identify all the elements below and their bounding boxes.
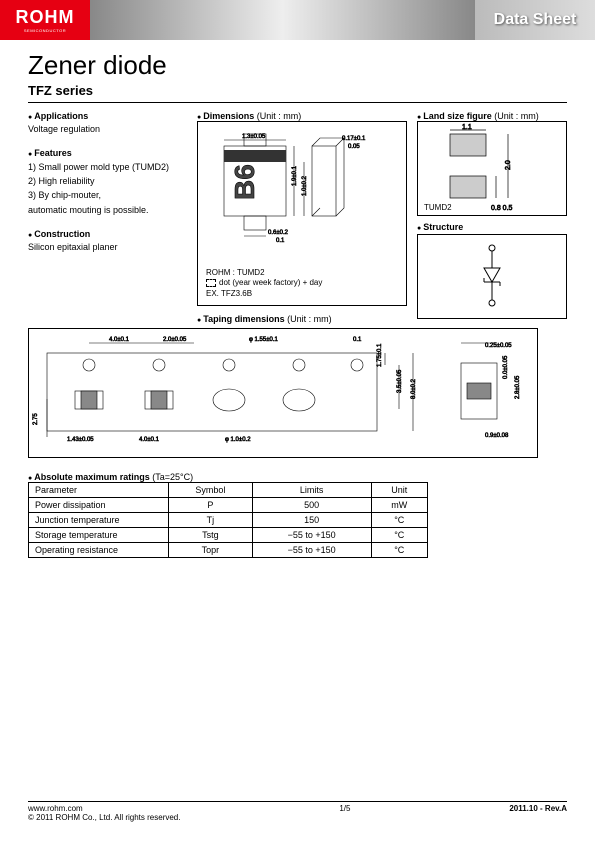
svg-text:2.75: 2.75 xyxy=(33,413,39,425)
table-header: Symbol xyxy=(169,483,253,498)
ratings-table: Parameter Symbol Limits Unit Power dissi… xyxy=(28,482,428,558)
table-row: Storage temperatureTstg−55 to +150°C xyxy=(29,528,428,543)
svg-text:1.1: 1.1 xyxy=(462,124,472,131)
example-part: EX. TFZ3.6B xyxy=(206,289,322,299)
svg-text:0.8 0.5: 0.8 0.5 xyxy=(491,205,513,212)
datasheet-label: Data Sheet xyxy=(475,0,595,40)
svg-text:2.0±0.05: 2.0±0.05 xyxy=(163,337,187,343)
table-header: Parameter xyxy=(29,483,169,498)
svg-text:φ 1.0±0.2: φ 1.0±0.2 xyxy=(225,437,251,443)
dimensions-heading: Dimensions (Unit : mm) xyxy=(197,111,407,121)
feature-item: 2) High reliability xyxy=(28,174,187,188)
svg-text:1.0±0.2: 1.0±0.2 xyxy=(302,175,308,196)
package-brand: ROHM : TUMD2 xyxy=(206,268,322,278)
svg-text:8.0±0.2: 8.0±0.2 xyxy=(411,378,417,399)
page-footer: www.rohm.com © 2011 ROHM Co., Ltd. All r… xyxy=(28,801,567,822)
svg-text:0.1: 0.1 xyxy=(276,238,285,244)
svg-text:0.6±0.2: 0.6±0.2 xyxy=(268,230,289,236)
header-bar: Data Sheet xyxy=(90,0,595,40)
logo-subtext: SEMICONDUCTOR xyxy=(24,28,66,33)
svg-text:2.8±0.05: 2.8±0.05 xyxy=(515,375,521,399)
structure-drawing xyxy=(417,234,567,319)
title-rule xyxy=(28,102,567,103)
svg-text:2.0: 2.0 xyxy=(505,160,512,170)
features-heading: Features xyxy=(28,148,187,158)
table-row: Power dissipationP500mW xyxy=(29,498,428,513)
structure-heading: Structure xyxy=(417,222,567,232)
svg-text:0.1: 0.1 xyxy=(353,337,362,343)
svg-text:0.17±0.1: 0.17±0.1 xyxy=(342,136,366,142)
series-subtitle: TFZ series xyxy=(28,83,567,98)
page-header: ROHM SEMICONDUCTOR Data Sheet xyxy=(0,0,595,40)
feature-item: 3) By chip-mouter, xyxy=(28,188,187,202)
land-label: TUMD2 xyxy=(424,203,452,212)
dimensions-drawing: B6 1.3±0.05 1.9±0.1 1.0±0.2 0.17±0.1 0.0… xyxy=(197,121,407,306)
svg-text:1.9±0.1: 1.9±0.1 xyxy=(292,165,298,186)
table-header: Unit xyxy=(371,483,428,498)
table-header: Limits xyxy=(252,483,371,498)
feature-item: automatic mouting is possible. xyxy=(28,203,187,217)
svg-text:φ 1.55±0.1: φ 1.55±0.1 xyxy=(249,337,279,343)
revision: 2011.10 - Rev.A xyxy=(509,804,567,822)
land-drawing: 1.1 2.0 0.8 0.5 TUMD2 xyxy=(417,121,567,216)
rohm-logo: ROHM SEMICONDUCTOR xyxy=(0,0,90,40)
svg-text:0.0±0.05: 0.0±0.05 xyxy=(503,355,509,379)
taping-drawing: 4.0±0.1 2.0±0.05 φ 1.55±0.1 0.1 1.75±0.1… xyxy=(28,328,538,458)
svg-text:1.3±0.05: 1.3±0.05 xyxy=(242,134,266,140)
table-row: Junction temperatureTj150°C xyxy=(29,513,428,528)
table-row: Operating resistanceTopr−55 to +150°C xyxy=(29,543,428,558)
svg-text:0.05: 0.05 xyxy=(348,144,360,150)
header-gradient xyxy=(90,0,475,40)
taping-heading: Taping dimensions (Unit : mm) xyxy=(197,314,407,324)
svg-text:4.0±0.1: 4.0±0.1 xyxy=(109,337,130,343)
feature-item: 1) Small power mold type (TUMD2) xyxy=(28,160,187,174)
dot-note: dot (year week factory) + day xyxy=(219,278,322,287)
features-list: 1) Small power mold type (TUMD2) 2) High… xyxy=(28,160,187,218)
footer-url: www.rohm.com xyxy=(28,804,180,813)
svg-text:4.0±0.1: 4.0±0.1 xyxy=(139,437,160,443)
construction-heading: Construction xyxy=(28,229,187,239)
page-title: Zener diode xyxy=(28,50,567,81)
applications-heading: Applications xyxy=(28,111,187,121)
footer-copyright: © 2011 ROHM Co., Ltd. All rights reserve… xyxy=(28,813,180,822)
svg-text:3.5±0.05: 3.5±0.05 xyxy=(397,369,403,393)
logo-text: ROHM xyxy=(16,7,75,28)
dot-box-icon xyxy=(206,279,216,287)
ratings-heading: Absolute maximum ratings (Ta=25°C) xyxy=(28,472,567,482)
svg-text:0.9±0.08: 0.9±0.08 xyxy=(485,433,509,439)
svg-text:B6: B6 xyxy=(229,164,260,200)
svg-text:1.43±0.05: 1.43±0.05 xyxy=(67,437,94,443)
applications-text: Voltage regulation xyxy=(28,123,187,136)
construction-text: Silicon epitaxial planer xyxy=(28,241,187,254)
svg-text:1.75±0.1: 1.75±0.1 xyxy=(377,343,383,367)
svg-text:0.25±0.05: 0.25±0.05 xyxy=(485,343,512,349)
page-number: 1/5 xyxy=(180,804,509,822)
land-heading: Land size figure (Unit : mm) xyxy=(417,111,567,121)
table-row: Parameter Symbol Limits Unit xyxy=(29,483,428,498)
